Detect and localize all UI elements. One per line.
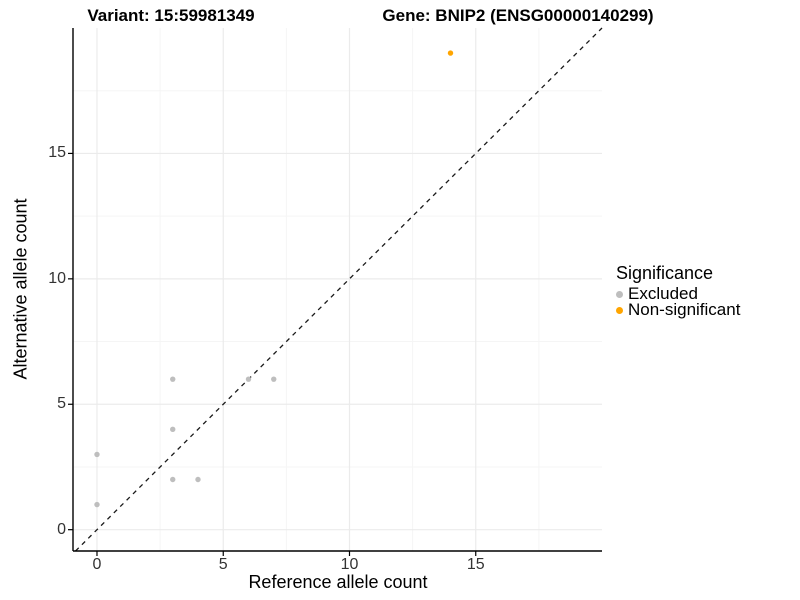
data-point-excluded	[170, 476, 176, 483]
legend-swatch-icon	[616, 290, 623, 298]
x-tick-label: 10	[340, 556, 359, 573]
legend: Significance Excluded Non-significant	[616, 263, 741, 319]
identity-dashed-line	[75, 27, 603, 552]
data-point-excluded	[195, 476, 201, 483]
data-point-excluded	[271, 376, 277, 382]
legend-swatch-icon	[616, 306, 623, 314]
legend-item-non-significant: Non-significant	[616, 300, 741, 319]
x-tick-label: 0	[92, 556, 102, 573]
legend-item-excluded: Excluded	[616, 284, 740, 303]
x-axis-title: Reference allele count	[248, 572, 428, 592]
legend-item-label: Excluded	[628, 284, 698, 303]
legend-item-label: Non-significant	[628, 300, 741, 319]
data-point-non-significant	[447, 50, 454, 56]
data-point-excluded	[170, 376, 176, 382]
data-point-excluded	[170, 426, 176, 433]
legend-title: Significance	[616, 263, 714, 283]
plot-title-variant: Variant: 15:59981349	[87, 6, 255, 25]
plot-title-gene: Gene: BNIP2 (ENSG00000140299)	[382, 6, 654, 25]
x-tick-label: 5	[218, 556, 228, 573]
y-tick-label: 10	[48, 269, 66, 287]
data-point-excluded	[245, 376, 252, 382]
y-tick-label: 15	[48, 144, 66, 162]
y-tick-label: 0	[57, 520, 66, 538]
x-tick-label: 15	[466, 556, 485, 573]
y-tick-label: 5	[57, 395, 66, 413]
legend-items: Excluded Non-significant	[616, 284, 741, 319]
data-point-excluded	[94, 451, 100, 458]
y-axis-title: Alternative allele count	[10, 198, 31, 380]
data-point-excluded	[94, 501, 100, 508]
